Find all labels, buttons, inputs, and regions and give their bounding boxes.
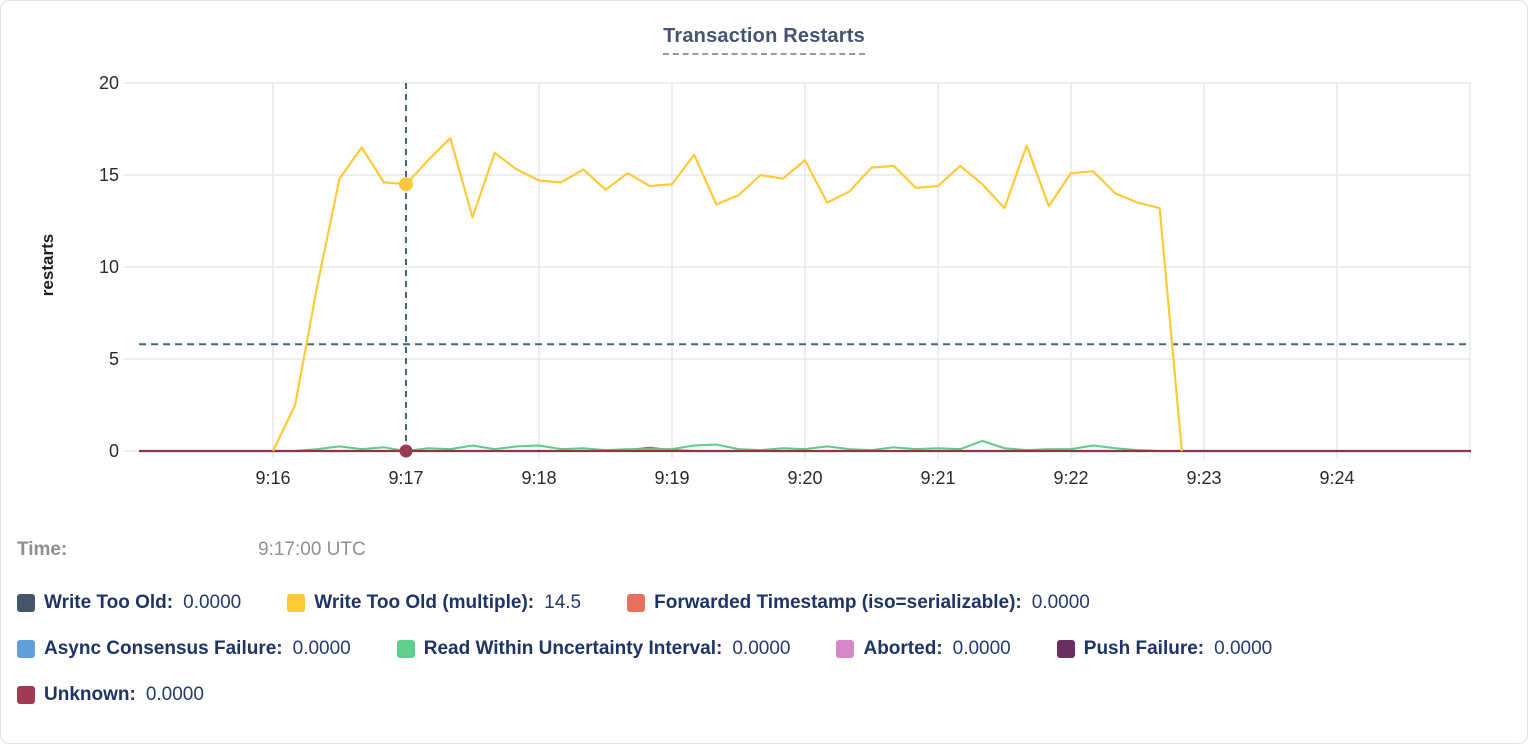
legend-swatch — [17, 594, 35, 612]
x-tick-label: 9:18 — [521, 468, 557, 488]
x-tick-label: 9:19 — [654, 468, 690, 488]
y-tick-label: 20 — [98, 73, 119, 93]
legend-item-read-within-uncertainty[interactable]: Read Within Uncertainty Interval: 0.0000 — [396, 638, 791, 660]
legend-label: Aborted: — [863, 638, 943, 659]
legend-item-write-too-old[interactable]: Write Too Old: 0.0000 — [17, 592, 241, 614]
x-tick-label: 9:17 — [388, 468, 424, 488]
legend-value: 0.0000 — [145, 684, 204, 705]
legend-value: 0.0000 — [292, 638, 351, 659]
legend-swatch — [627, 594, 646, 612]
time-label: Time: — [17, 539, 68, 560]
chart-header: Transaction Restarts — [1, 25, 1527, 55]
y-tick-label: 5 — [108, 349, 119, 369]
legend-item-aborted[interactable]: Aborted: 0.0000 — [836, 638, 1011, 660]
legend-swatch — [1056, 640, 1075, 658]
legend-value: 0.0000 — [732, 638, 791, 659]
chart-title[interactable]: Transaction Restarts — [663, 25, 865, 55]
x-tick-label: 9:22 — [1053, 468, 1089, 488]
chart-legend: Write Too Old: 0.0000 Write Too Old (mul… — [17, 589, 1513, 727]
y-tick-label: 0 — [108, 441, 119, 461]
legend-swatch — [396, 640, 415, 658]
legend-item-forwarded-timestamp[interactable]: Forwarded Timestamp (iso=serializable): … — [627, 592, 1090, 614]
x-tick-label: 9:16 — [255, 468, 291, 488]
legend-swatch — [17, 640, 35, 658]
legend-row: Async Consensus Failure: 0.0000 Read Wit… — [17, 635, 1513, 663]
x-tick-label: 9:23 — [1186, 468, 1222, 488]
y-tick-label: 15 — [98, 165, 119, 185]
legend-label: Async Consensus Failure: — [44, 638, 283, 659]
y-tick-label: 10 — [98, 257, 119, 277]
legend-label: Write Too Old: — [44, 592, 174, 613]
legend-label: Write Too Old (multiple): — [314, 592, 535, 613]
x-tick-label: 9:24 — [1319, 468, 1355, 488]
hover-time-row: Time: 9:17:00 UTC — [1, 539, 1527, 565]
legend-label: Unknown: — [44, 684, 136, 705]
legend-label: Read Within Uncertainty Interval: — [423, 638, 723, 659]
legend-value: 0.0000 — [952, 638, 1011, 659]
hover-dot — [399, 177, 413, 192]
x-tick-label: 9:21 — [920, 468, 956, 488]
transaction-restarts-chart[interactable] — [1, 1, 1528, 531]
legend-value: 14.5 — [544, 592, 582, 613]
legend-value: 0.0000 — [183, 592, 242, 613]
legend-label: Forwarded Timestamp (iso=serializable): — [654, 592, 1022, 613]
series-line-1 — [272, 137, 1183, 452]
legend-swatch — [836, 640, 855, 658]
legend-swatch — [287, 594, 306, 612]
legend-label: Push Failure: — [1083, 638, 1205, 659]
legend-value: 0.0000 — [1031, 592, 1090, 613]
x-tick-label: 9:20 — [787, 468, 823, 488]
legend-item-async-consensus-failure[interactable]: Async Consensus Failure: 0.0000 — [17, 638, 351, 660]
legend-item-push-failure[interactable]: Push Failure: 0.0000 — [1056, 638, 1273, 660]
legend-item-unknown[interactable]: Unknown: 0.0000 — [17, 684, 204, 706]
time-value: 9:17:00 UTC — [258, 539, 366, 560]
legend-row: Write Too Old: 0.0000 Write Too Old (mul… — [17, 589, 1513, 617]
legend-item-write-too-old-multiple[interactable]: Write Too Old (multiple): 14.5 — [287, 592, 581, 614]
legend-value: 0.0000 — [1214, 638, 1273, 659]
legend-swatch — [17, 686, 35, 704]
legend-row: Unknown: 0.0000 — [17, 681, 1513, 709]
hover-dot — [399, 444, 413, 458]
